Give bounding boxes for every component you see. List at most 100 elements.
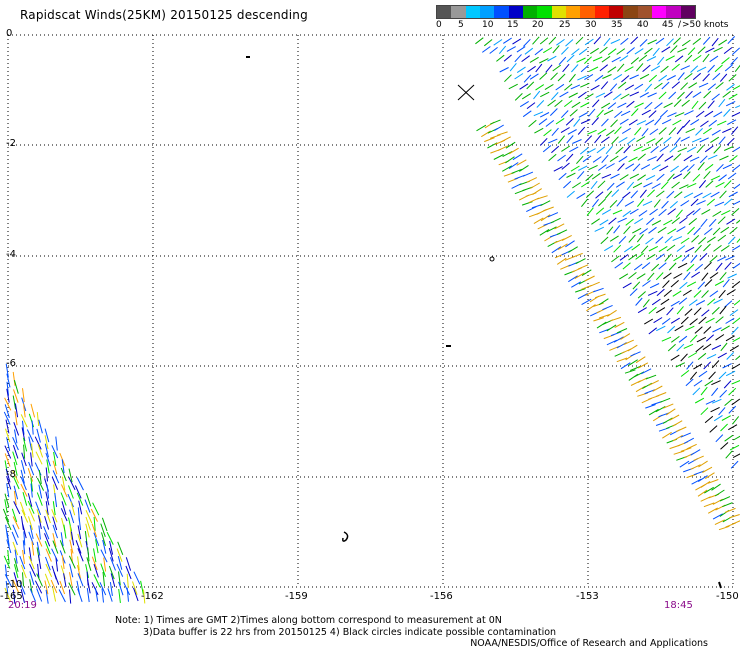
wind-barb: [23, 531, 26, 546]
wind-barb: [547, 212, 559, 218]
wind-barb: [693, 363, 703, 370]
wind-barb: [94, 587, 99, 602]
wind-barb: [5, 419, 10, 434]
wind-barb: [611, 56, 621, 63]
wind-barb: [44, 435, 49, 450]
wind-barb: [693, 470, 705, 476]
wind-barb: [683, 437, 695, 444]
wind-barb: [649, 208, 658, 216]
wind-barb: [727, 273, 737, 279]
wind-barb: [686, 182, 697, 188]
wind-barb: [632, 182, 643, 189]
wind-barb: [691, 100, 699, 110]
wind-barb: [489, 47, 498, 54]
wind-barb: [693, 192, 703, 199]
wind-barb: [634, 48, 644, 55]
wind-barb: [630, 57, 640, 65]
wind-barb: [45, 491, 50, 506]
wind-barb: [483, 39, 493, 47]
wind-barb: [644, 389, 656, 395]
wind-barb: [22, 388, 25, 403]
wind-barb: [606, 339, 618, 346]
wind-barb: [660, 181, 669, 190]
legend-label: 35: [611, 20, 623, 30]
wind-barb: [606, 226, 614, 235]
wind-barb: [659, 145, 669, 153]
wind-barb: [20, 516, 24, 531]
wind-barb: [694, 326, 703, 334]
wind-barb: [20, 564, 27, 579]
legend-labels: 0 5 10 15 20 25 30 35 40 45 / >50 knots: [436, 19, 729, 33]
wind-barb: [584, 93, 594, 100]
wind-barb: [680, 65, 691, 71]
wind-barb: [52, 533, 57, 548]
wind-barb: [500, 136, 511, 143]
wind-barb: [53, 452, 57, 466]
wind-barb: [607, 66, 617, 73]
wind-barb: [713, 145, 721, 154]
wind-barb: [591, 172, 601, 180]
wind-barb: [662, 417, 673, 424]
wind-barb: [508, 162, 519, 170]
wind-barb: [605, 145, 613, 155]
wind-barb: [712, 210, 722, 217]
wind-barb: [38, 515, 42, 530]
wind-barb: [632, 281, 641, 290]
wind-barb: [704, 145, 714, 153]
wind-barb: [657, 226, 667, 234]
wind-barb: [575, 288, 586, 293]
wind-barb: [619, 273, 629, 280]
wind-barb: [51, 445, 59, 459]
wind-barb: [536, 195, 548, 200]
wind-barb: [732, 416, 740, 425]
wind-barb: [651, 220, 662, 226]
lon-label-153: -153: [576, 591, 599, 602]
wind-barb: [566, 54, 575, 63]
wind-barb: [20, 483, 28, 497]
wind-barb: [68, 582, 76, 596]
wind-barb: [626, 137, 636, 145]
wind-barb: [561, 162, 570, 170]
wind-barb: [627, 344, 638, 352]
wind-barb: [22, 437, 28, 452]
wind-barb: [28, 436, 33, 451]
wind-barb: [52, 540, 59, 554]
wind-barb: [76, 492, 84, 506]
wind-barb: [703, 361, 712, 370]
wind-barb: [667, 112, 677, 118]
wind-barb: [580, 119, 591, 124]
wind-barb: [70, 548, 73, 563]
wind-barb: [631, 243, 641, 251]
wind-barb: [12, 451, 18, 466]
wind-barb: [720, 423, 728, 432]
wind-barb: [727, 236, 736, 245]
wind-barb: [481, 130, 491, 138]
wind-barb: [648, 245, 659, 252]
wind-barb: [634, 102, 644, 108]
wind-barb: [622, 262, 631, 270]
wind-barb: [649, 283, 660, 289]
wind-barb: [36, 477, 45, 491]
map-markers: [246, 56, 722, 589]
wind-barb: [607, 102, 617, 110]
wind-barb: [712, 398, 722, 404]
wind-barb: [490, 134, 501, 139]
wind-barb: [681, 99, 690, 107]
wind-barb: [594, 226, 605, 232]
wind-barb: [575, 36, 584, 45]
wind-barb: [663, 219, 673, 226]
wind-barb: [698, 460, 708, 468]
wind-barb: [681, 253, 690, 262]
wind-barb: [77, 588, 83, 602]
wind-barb: [553, 166, 563, 172]
wind-barb: [46, 459, 50, 474]
wind-barb: [674, 112, 685, 118]
wind-barb: [673, 37, 681, 45]
wind-barb: [718, 525, 730, 531]
wind-barb: [595, 207, 605, 215]
wind-barb: [37, 563, 40, 578]
wind-barb: [654, 102, 663, 110]
wind-barb: [77, 533, 83, 548]
wind-barb: [674, 325, 684, 332]
wind-barb: [696, 66, 707, 73]
